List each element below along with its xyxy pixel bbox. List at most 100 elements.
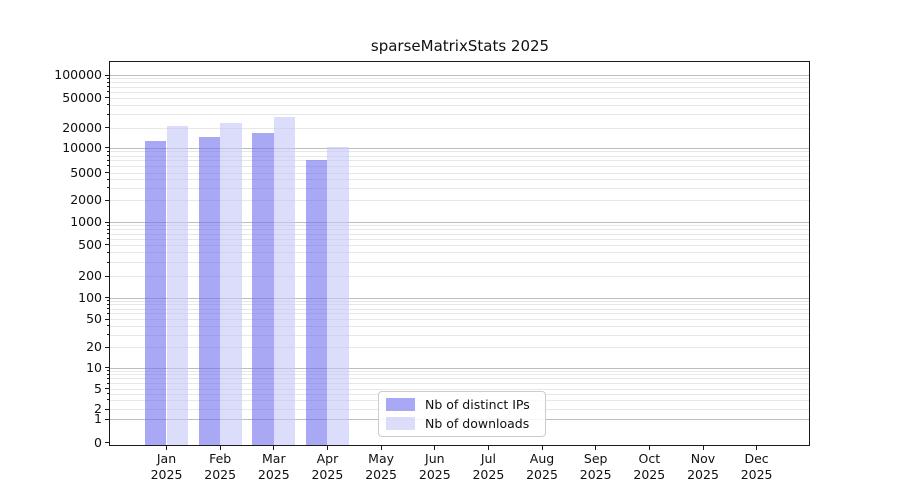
y-tick-label: 100000 bbox=[54, 67, 102, 82]
y-tick-label: 5000 bbox=[70, 164, 102, 180]
gridline-minor bbox=[110, 252, 809, 254]
legend: Nb of distinct IPs Nb of downloads bbox=[378, 391, 546, 437]
bar-downloads-feb bbox=[220, 122, 242, 445]
y-tick-mark bbox=[105, 442, 109, 443]
legend-label-downloads: Nb of downloads bbox=[425, 416, 530, 431]
y-minor-tick-mark bbox=[106, 233, 109, 235]
gridline-minor bbox=[110, 238, 809, 240]
x-tick-mark bbox=[273, 446, 275, 450]
gridline-minor bbox=[110, 151, 809, 153]
gridline-minor bbox=[110, 313, 809, 315]
y-minor-tick-mark bbox=[106, 159, 109, 161]
x-tick-year: 2025 bbox=[365, 466, 397, 482]
x-tick-month: Sep bbox=[583, 451, 608, 466]
x-tick-year: 2025 bbox=[472, 466, 505, 482]
gridline-minor bbox=[110, 200, 809, 201]
x-tick-label-jun: Jun 2025 bbox=[408, 451, 462, 482]
gridline-minor bbox=[110, 334, 809, 336]
y-tick-mark bbox=[105, 318, 109, 320]
y-minor-tick-mark bbox=[106, 86, 109, 88]
bar-downloads-apr bbox=[327, 146, 349, 445]
x-tick-year: 2025 bbox=[204, 466, 237, 482]
x-tick-label-sep: Sep 2025 bbox=[569, 451, 623, 482]
x-tick-mark bbox=[219, 446, 221, 450]
gridline-minor bbox=[110, 229, 809, 231]
x-tick-year: 2025 bbox=[633, 466, 666, 482]
gridline-minor bbox=[110, 114, 809, 116]
bar-downloads-jan bbox=[166, 125, 188, 445]
gridline-major bbox=[110, 367, 809, 369]
bar-distinct-ips-apr bbox=[306, 160, 328, 445]
gridline-minor bbox=[110, 304, 809, 306]
gridline-major bbox=[110, 75, 809, 76]
gridline-minor bbox=[110, 300, 809, 302]
y-tick-label: 20 bbox=[86, 339, 102, 354]
y-minor-tick-mark bbox=[106, 312, 109, 314]
y-minor-tick-mark bbox=[106, 377, 109, 379]
x-tick-label-oct: Oct 2025 bbox=[622, 451, 676, 482]
gridline-minor bbox=[110, 91, 809, 93]
x-tick-label-jul: Jul 2025 bbox=[461, 451, 515, 482]
x-tick-mark bbox=[380, 446, 382, 450]
legend-item-downloads: Nb of downloads bbox=[386, 416, 537, 431]
y-tick-label: 20000 bbox=[62, 119, 102, 135]
gridline-minor bbox=[110, 347, 809, 348]
y-minor-tick-mark bbox=[106, 178, 109, 180]
y-tick-label: 10 bbox=[86, 359, 102, 375]
x-tick-label-apr: Apr 2025 bbox=[300, 451, 354, 482]
x-tick-mark bbox=[595, 446, 597, 450]
y-minor-tick-mark bbox=[106, 77, 109, 79]
x-tick-year: 2025 bbox=[579, 466, 612, 482]
y-minor-tick-mark bbox=[106, 251, 109, 253]
y-tick-label: 1 bbox=[94, 411, 102, 427]
gridline-major bbox=[110, 297, 809, 299]
x-tick-label-jan: Jan 2025 bbox=[140, 451, 194, 482]
x-tick-month: Mar bbox=[262, 451, 286, 466]
x-tick-month: Nov bbox=[690, 451, 716, 466]
y-tick-mark bbox=[105, 297, 109, 298]
gridline-major bbox=[110, 147, 809, 149]
y-minor-tick-mark bbox=[106, 113, 109, 115]
gridline-minor bbox=[110, 78, 809, 80]
gridline-minor bbox=[110, 374, 809, 376]
y-minor-tick-mark bbox=[106, 155, 109, 156]
y-tick-label: 2000 bbox=[70, 192, 102, 207]
gridline-minor bbox=[110, 187, 809, 189]
gridline-minor bbox=[110, 82, 809, 84]
gridline-minor bbox=[110, 160, 809, 162]
gridline-minor bbox=[110, 86, 809, 88]
x-tick-year: 2025 bbox=[311, 466, 344, 482]
gridline-minor bbox=[110, 179, 809, 181]
gridline-minor bbox=[110, 370, 809, 372]
y-minor-tick-mark bbox=[106, 150, 109, 152]
y-tick-mark bbox=[105, 408, 109, 410]
x-tick-month: Apr bbox=[316, 451, 339, 466]
x-tick-label-feb: Feb 2025 bbox=[193, 451, 247, 482]
legend-swatch-downloads-icon bbox=[386, 417, 415, 430]
y-tick-label: 2 bbox=[94, 401, 102, 416]
y-minor-tick-mark bbox=[106, 261, 109, 263]
y-minor-tick-mark bbox=[106, 224, 109, 226]
bar-downloads-mar bbox=[273, 117, 296, 445]
x-tick-year: 2025 bbox=[687, 466, 719, 482]
y-tick-label: 5 bbox=[94, 380, 102, 396]
y-minor-tick-mark bbox=[106, 300, 109, 302]
gridline-major bbox=[110, 222, 809, 223]
x-tick-month: Dec bbox=[744, 451, 769, 466]
gridline-minor bbox=[110, 104, 809, 106]
y-tick-mark bbox=[105, 127, 109, 128]
y-tick-label: 0 bbox=[94, 434, 102, 450]
x-tick-year: 2025 bbox=[257, 466, 290, 482]
gridline-minor bbox=[110, 165, 809, 167]
y-minor-tick-mark bbox=[106, 165, 109, 167]
y-tick-label: 100 bbox=[78, 289, 102, 305]
y-minor-tick-mark bbox=[106, 393, 109, 394]
x-tick-month: Jan bbox=[156, 451, 177, 466]
y-tick-label: 50000 bbox=[62, 89, 102, 105]
y-tick-mark bbox=[105, 367, 109, 368]
bar-distinct-ips-feb bbox=[198, 137, 221, 445]
y-tick-mark bbox=[105, 275, 109, 277]
